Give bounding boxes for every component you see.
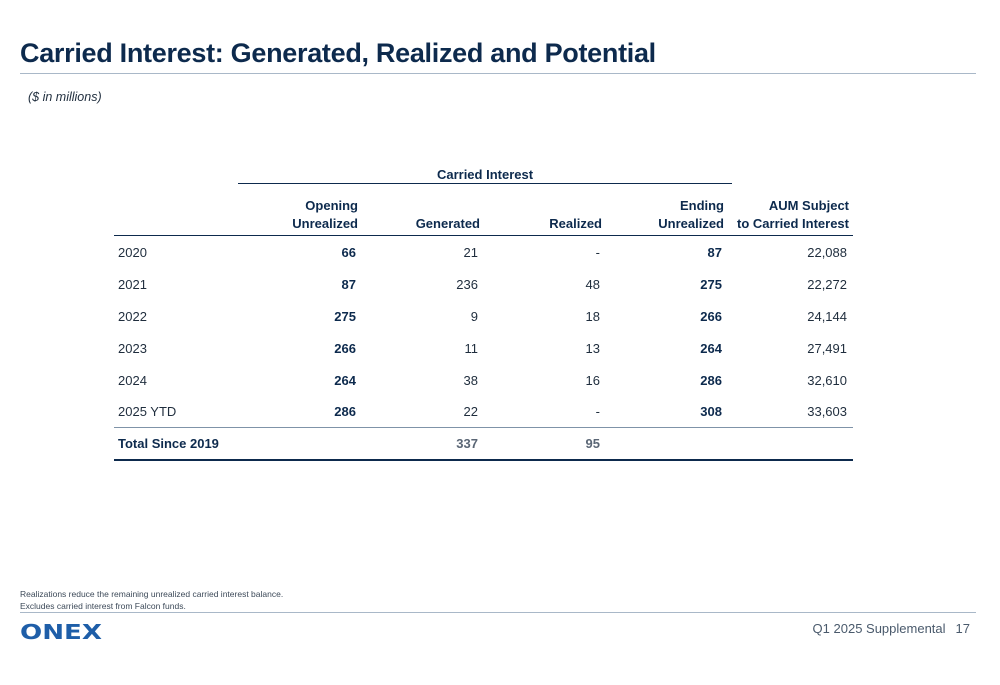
total-label-cell: Total Since 2019 [114,427,238,461]
page-number: 17 [955,621,970,636]
title-divider [20,73,976,74]
opening-unrealized-column-header: Opening Unrealized [238,195,362,236]
generated-cell: 9 [470,308,478,324]
year-cell: 2020 [118,244,147,260]
opening-unrealized-cell: 286 [238,396,362,428]
table-row: 2020 66 21 - 87 22,088 [114,236,853,269]
group-header-divider [238,183,732,184]
year-cell: 2025 YTD [114,396,238,428]
ending-unrealized-cell: 275 [700,276,722,292]
onex-logo: ONEX [20,620,103,642]
total-ending-cell [606,427,728,461]
ending-header-line2: Unrealized [658,216,724,231]
year-cell: 2024 [118,372,147,388]
generated-cell: 22 [362,396,484,428]
aum-cell: 27,491 [807,340,847,356]
ending-unrealized-column-header: Ending Unrealized [606,195,728,236]
aum-cell: 22,272 [807,276,847,292]
ending-unrealized-cell: 87 [707,244,722,260]
realized-cell: - [484,396,606,428]
aum-cell: 22,088 [807,244,847,260]
year-cell: 2023 [118,340,147,356]
footnotes: Realizations reduce the remaining unreal… [20,588,283,612]
units-note: ($ in millions) [28,90,102,104]
generated-cell: 11 [464,340,479,356]
generated-cell: 236 [456,276,478,292]
opening-header-line2: Unrealized [292,216,358,231]
total-row: Total Since 2019 337 95 [114,427,853,461]
carried-interest-table: Opening Unrealized Generated Realized En… [114,195,853,461]
total-generated-cell: 337 [362,427,484,461]
table-header-row: Opening Unrealized Generated Realized En… [114,195,853,236]
year-cell: 2022 [118,308,147,324]
ending-unrealized-cell: 308 [606,396,728,428]
generated-cell: 38 [463,372,478,388]
aum-cell: 24,144 [807,308,847,324]
table-row: 2022 275 9 18 266 24,144 [114,300,853,332]
realized-cell: - [595,244,600,260]
aum-cell: 33,603 [728,396,853,428]
table-row: 2023 266 11 13 264 27,491 [114,332,853,364]
ending-unrealized-cell: 266 [700,308,722,324]
report-name: Q1 2025 Supplemental [812,621,946,636]
footnote-realizations: Realizations reduce the remaining unreal… [20,589,284,599]
aum-column-header: AUM Subject to Carried Interest [728,195,853,236]
onex-logo-text: ONEX [20,620,103,642]
carried-interest-group-header: Carried Interest [436,167,534,182]
footer-divider [20,612,976,613]
generated-column-header: Generated [362,195,484,236]
realized-cell: 48 [585,276,600,292]
aum-header-line1: AUM Subject [768,198,849,213]
opening-unrealized-cell: 266 [334,340,356,356]
ending-unrealized-cell: 286 [700,372,722,388]
realized-cell: 16 [585,372,600,388]
opening-unrealized-cell: 66 [341,244,356,260]
aum-cell: 32,610 [807,372,847,388]
page-title: Carried Interest: Generated, Realized an… [20,38,656,68]
table-row: 2021 87 236 48 275 22,272 [114,268,853,300]
opening-unrealized-cell: 275 [334,308,356,324]
table-row: 2024 264 38 16 286 32,610 [114,364,853,396]
opening-unrealized-cell: 264 [334,372,356,388]
total-realized-cell: 95 [484,427,606,461]
footnote-falcon: Excludes carried interest from Falcon fu… [20,601,186,611]
generated-cell: 21 [463,244,478,260]
ending-header-line1: Ending [679,198,724,213]
ending-unrealized-cell: 264 [700,340,722,356]
table-row: 2025 YTD 286 22 - 308 33,603 [114,396,853,428]
year-column-header [114,195,238,236]
total-aum-cell [728,427,853,461]
aum-header-line2: to Carried Interest [737,216,849,231]
realized-column-header: Realized [484,195,606,236]
year-cell: 2021 [118,276,147,292]
realized-cell: 13 [585,340,600,356]
realized-cell: 18 [585,308,600,324]
opening-unrealized-cell: 87 [341,276,356,292]
total-opening-cell [238,427,362,461]
opening-header-line1: Opening [305,198,358,213]
footer-report-label: Q1 2025 Supplemental 17 [813,621,970,636]
